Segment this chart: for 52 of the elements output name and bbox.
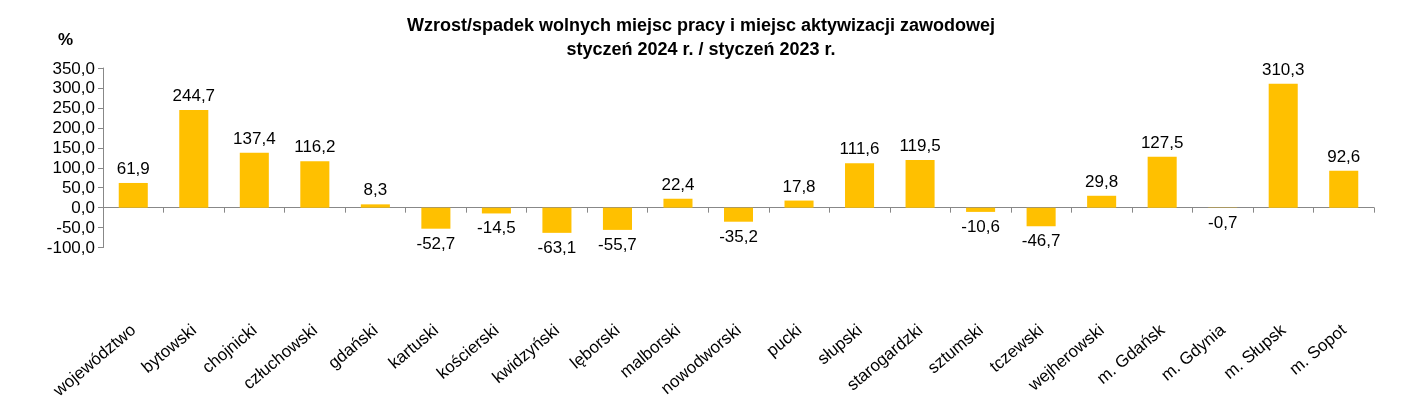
- bar: [239, 152, 269, 208]
- data-label: -14,5: [477, 218, 516, 238]
- data-label: -52,7: [416, 233, 456, 253]
- y-axis-title: %: [57, 30, 73, 49]
- y-tick-label: 100,0: [52, 158, 95, 178]
- y-tick-label: 250,0: [52, 98, 95, 118]
- bar: [1147, 156, 1177, 208]
- bar: [300, 161, 330, 208]
- data-label: 119,5: [899, 135, 941, 155]
- bar: [542, 207, 572, 233]
- bar: [179, 110, 209, 208]
- data-label: -35,2: [719, 226, 758, 246]
- bar: [845, 163, 875, 208]
- bar: [360, 204, 390, 208]
- data-label: -63,1: [537, 237, 577, 257]
- y-tick-label: 0,0: [71, 198, 95, 218]
- data-label: -46,7: [1021, 231, 1061, 251]
- y-tick-label: 300,0: [52, 78, 95, 98]
- bar: [118, 182, 148, 208]
- bar: [905, 159, 935, 208]
- bar: [966, 207, 996, 212]
- data-label: 29,8: [1085, 171, 1119, 191]
- bar: [421, 207, 451, 229]
- data-label: 310,3: [1261, 59, 1305, 79]
- data-label: 111,6: [839, 139, 880, 159]
- bar: [1087, 195, 1117, 208]
- bar: [1329, 170, 1359, 208]
- bar: [784, 200, 814, 208]
- data-label: 8,3: [363, 180, 388, 200]
- data-label: 127,5: [1140, 132, 1184, 152]
- data-label: 61,9: [116, 158, 150, 178]
- y-tick-label: -100,0: [46, 238, 95, 258]
- y-tick-label: -50,0: [56, 218, 95, 238]
- bar: [723, 207, 754, 222]
- bar: [1026, 207, 1056, 227]
- data-label: 244,7: [172, 86, 216, 106]
- chart-title: Wzrost/spadek wolnych miejsc pracy i miejsc aktywizacji zawodowej styczeń 2024 r. / styczeń 2023 r.: [406, 15, 996, 59]
- y-tick-label: 150,0: [52, 138, 95, 158]
- bar: [1268, 83, 1298, 208]
- data-label: 22,4: [661, 174, 695, 194]
- bar: [663, 198, 693, 208]
- data-label: -55,7: [598, 234, 637, 254]
- bar: [602, 207, 632, 230]
- data-label: -0,7: [1208, 212, 1238, 232]
- data-label: 116,2: [294, 137, 336, 157]
- data-label: 137,4: [233, 128, 276, 148]
- y-tick-label: 350,0: [52, 58, 95, 78]
- data-label: 17,8: [782, 176, 816, 196]
- y-tick-label: 200,0: [52, 118, 95, 138]
- y-tick-label: 50,0: [61, 178, 95, 198]
- data-label: -10,6: [961, 216, 1000, 236]
- data-label: 92,6: [1327, 146, 1361, 166]
